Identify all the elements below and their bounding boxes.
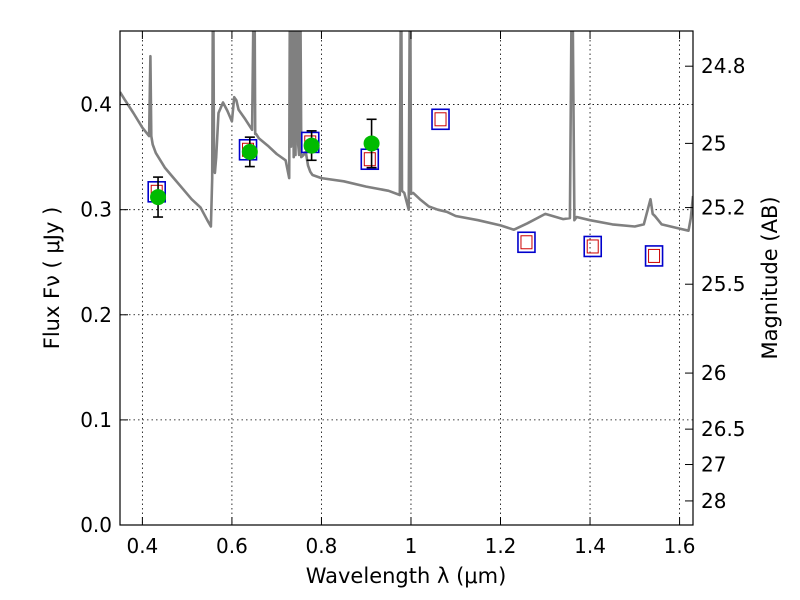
y-axis-label: Flux Fν ( μJy ) [40, 207, 64, 350]
model-photometry-layer [147, 108, 664, 267]
observed-point [241, 143, 258, 160]
x-tick-label: 0.8 [306, 534, 338, 558]
right-axis-label: Magnitude (AB) [758, 196, 782, 359]
model-photometry-square [583, 235, 603, 258]
observed-point [150, 189, 167, 206]
model-spectrum-line [120, 31, 693, 232]
x-tick-label: 1.6 [664, 534, 696, 558]
y-tick-label: 0.0 [80, 513, 112, 537]
y-tick-label: 0.1 [80, 408, 112, 432]
x-tick-label: 1.2 [485, 534, 517, 558]
model-photometry-inner-square [648, 248, 661, 263]
x-tick-label: 1 [405, 534, 418, 558]
model-photometry-inner-square [586, 239, 599, 254]
plot-frame [119, 30, 694, 526]
model-photometry-inner-square [520, 235, 533, 250]
observed-point [363, 135, 380, 152]
x-tick-label: 1.4 [574, 534, 606, 558]
observed-point [303, 137, 320, 154]
model-photometry-square [644, 245, 664, 267]
observed-photometry-layer [150, 118, 380, 218]
model-spectrum-layer [120, 31, 693, 232]
axis-ticks: 0.4 0.6 0.8 1 1.2 1.4 1.6 0.0 0.1 0.2 0.3 0.4 24.8 25… [80, 31, 746, 558]
y-tick-label: 0.4 [80, 93, 112, 117]
right-tick-label: 26 [701, 361, 726, 385]
x-tick-label: 0.6 [216, 534, 248, 558]
right-tick-label: 25 [701, 131, 726, 155]
model-photometry-square [517, 231, 536, 254]
model-photometry-inner-square [434, 112, 447, 127]
right-tick-label: 25.2 [701, 196, 746, 220]
model-photometry-square [431, 108, 450, 131]
model-photometry-inner-square [363, 152, 376, 167]
right-tick-label: 25.5 [701, 272, 746, 296]
grid-lines [120, 31, 693, 525]
x-tick-label: 0.4 [126, 534, 158, 558]
y-tick-label: 0.3 [80, 198, 112, 222]
right-tick-label: 27 [701, 453, 726, 477]
right-tick-label: 24.8 [701, 54, 746, 78]
right-tick-label: 28 [701, 489, 726, 513]
x-axis-label: Wavelength λ (μm) [306, 564, 507, 588]
y-tick-label: 0.2 [80, 303, 112, 327]
right-tick-label: 26.5 [701, 417, 746, 441]
